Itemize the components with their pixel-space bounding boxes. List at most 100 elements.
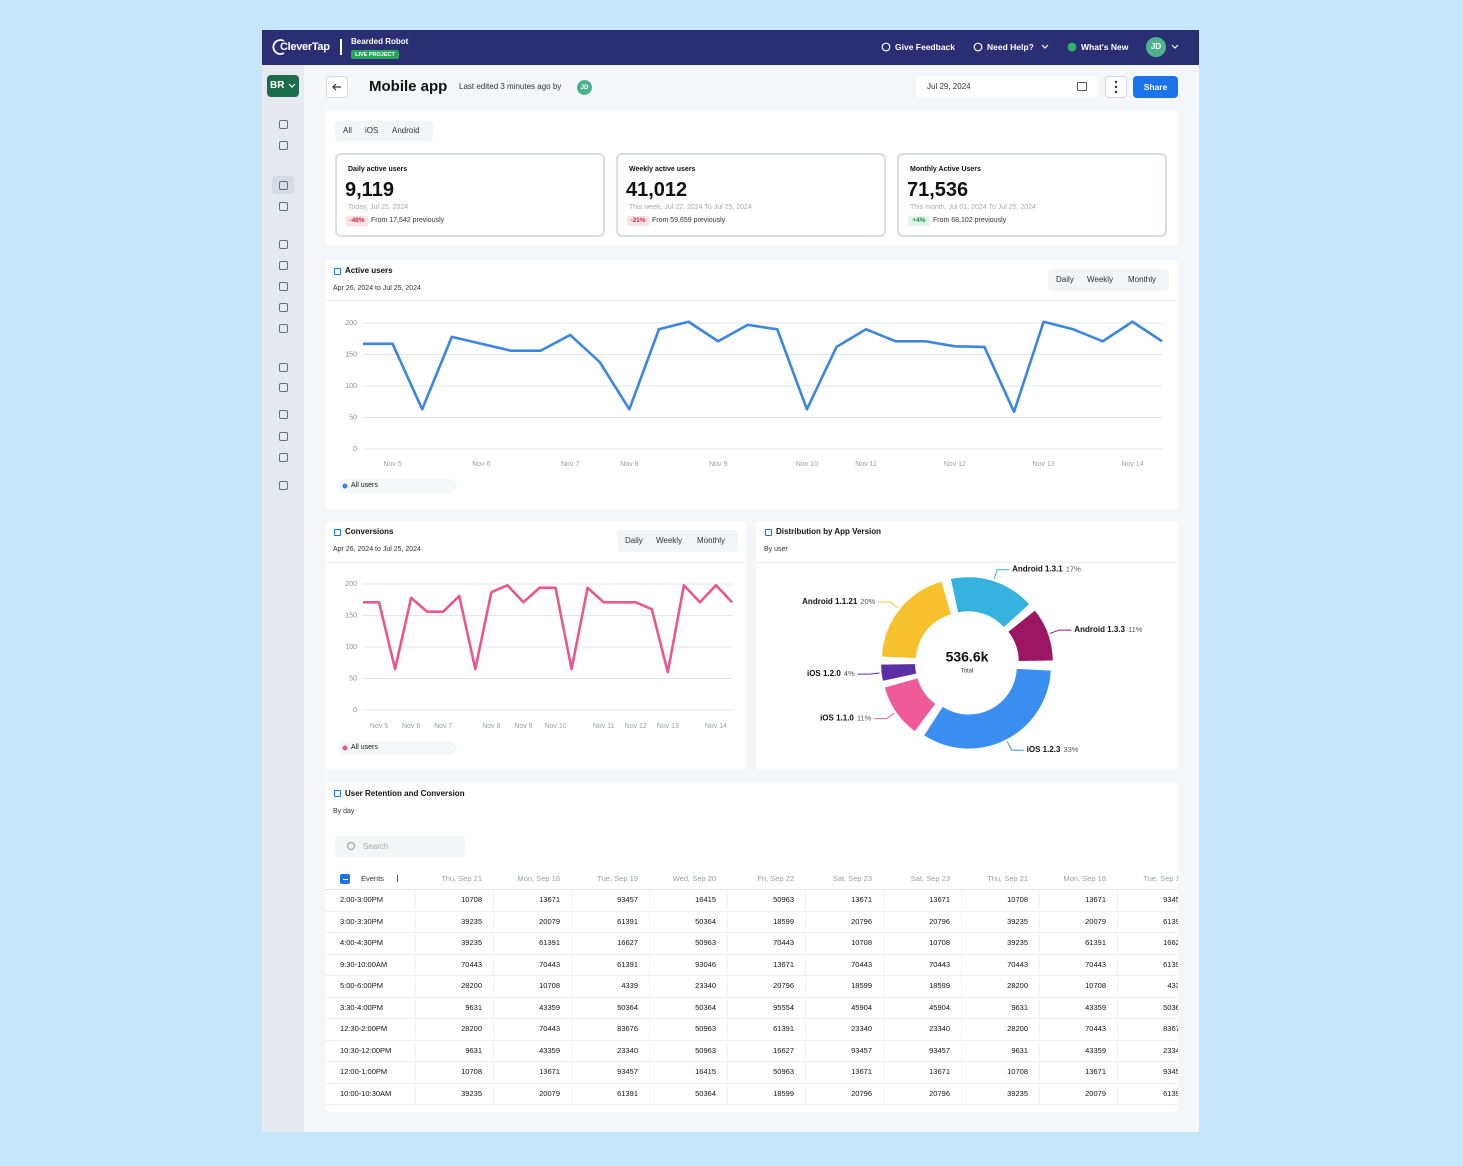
- cell-rule: [1039, 1084, 1040, 1104]
- nav-icon[interactable]: [279, 240, 288, 249]
- workspace-badge[interactable]: BR: [267, 75, 299, 97]
- nav-icon[interactable]: [279, 383, 288, 392]
- share-button[interactable]: Share: [1133, 76, 1178, 98]
- cell-rule: [883, 977, 884, 996]
- title-icon: [334, 529, 341, 536]
- period-option[interactable]: Monthly: [697, 536, 726, 545]
- chart-card: [756, 521, 1178, 770]
- period-option[interactable]: Weekly: [1087, 275, 1114, 284]
- cell-rule: [805, 977, 806, 996]
- period-option[interactable]: Weekly: [656, 536, 683, 545]
- divider: [325, 562, 746, 563]
- legend-label: All users: [351, 482, 378, 489]
- page-title: Mobile app: [369, 78, 448, 95]
- nav-icon[interactable]: [279, 181, 288, 190]
- cell-rule: [571, 977, 572, 996]
- table-title: User Retention and Conversion: [345, 789, 465, 798]
- back-button[interactable]: [326, 76, 348, 98]
- chart-subtitle: By user: [764, 546, 788, 553]
- workspace-initials: BR: [270, 80, 285, 91]
- period-option[interactable]: Daily: [1056, 275, 1074, 284]
- row-rule: [325, 953, 1178, 955]
- period-option[interactable]: Daily: [625, 536, 643, 545]
- table-cell: 50364: [695, 916, 716, 926]
- cell-rule: [571, 1020, 572, 1039]
- period-option[interactable]: Monthly: [1128, 275, 1157, 284]
- kpi-change: +4%: [908, 216, 930, 226]
- table-cell: 20079: [1085, 1088, 1106, 1098]
- nav-icon[interactable]: [279, 282, 288, 291]
- nav-icon[interactable]: [279, 453, 288, 462]
- nav-icon[interactable]: [279, 324, 288, 333]
- kpi-period: This month, Jul 01, 2024 To Jul 25, 2024: [910, 204, 1036, 211]
- row-label: 12:00-1:00PM: [340, 1067, 388, 1076]
- cell-rule: [1039, 934, 1040, 953]
- nav-icon[interactable]: [279, 120, 288, 129]
- cell-rule: [1039, 977, 1040, 996]
- cell-rule: [805, 891, 806, 910]
- table-cell: 23340: [617, 1045, 638, 1055]
- column-header: Events: [361, 874, 384, 883]
- date-text: Jul 29, 2024: [927, 82, 971, 91]
- column-header: Tue, Sep 19: [597, 874, 638, 883]
- nav-icon[interactable]: [279, 410, 288, 419]
- table-cell: 18599: [851, 981, 872, 990]
- nav-icon[interactable]: [279, 202, 288, 211]
- nav-icon[interactable]: [279, 261, 288, 270]
- nav-icon[interactable]: [279, 303, 288, 312]
- editor-initials: JD: [580, 84, 589, 91]
- platform-tab[interactable]: All: [343, 126, 352, 135]
- chart-title: Active users: [345, 266, 393, 275]
- table-cell: 20796: [929, 916, 950, 926]
- cell-rule: [1117, 934, 1118, 953]
- platform-tab[interactable]: iOS: [365, 126, 379, 135]
- cell-rule: [1039, 1063, 1040, 1082]
- header-link[interactable]: Give Feedback: [895, 42, 956, 52]
- nav-icon[interactable]: [279, 481, 288, 490]
- header-link[interactable]: What's New: [1081, 42, 1129, 52]
- row-rule: [325, 1082, 1178, 1084]
- cell-rule: [571, 934, 572, 953]
- cell-rule: [805, 1063, 806, 1082]
- cell-rule: [493, 1020, 494, 1039]
- table-cell: 39235: [1007, 938, 1028, 947]
- cell-rule: [1117, 1084, 1118, 1104]
- table-cell: 61391: [617, 916, 638, 926]
- table-cell: 50963: [695, 1024, 716, 1033]
- row-label: 2:00-3:00PM: [340, 895, 383, 904]
- cell-rule: [1039, 1041, 1040, 1061]
- cell-rule: [415, 1020, 416, 1039]
- cell-rule: [1117, 1063, 1118, 1082]
- cell-rule: [805, 912, 806, 932]
- table-cell: 45904: [851, 1002, 872, 1012]
- table-cell: 39235: [461, 916, 482, 926]
- legend: [338, 479, 456, 493]
- cell-rule: [883, 955, 884, 975]
- nav-icon[interactable]: [279, 432, 288, 441]
- cell-rule: [415, 998, 416, 1018]
- legend-label: All users: [351, 744, 378, 751]
- kpi-label: Monthly Active Users: [910, 166, 981, 173]
- table-cell: 70443: [1085, 959, 1106, 969]
- row-rule: [325, 910, 1178, 912]
- nav-icon[interactable]: [279, 141, 288, 150]
- cell-rule: [805, 1041, 806, 1061]
- platform-tab[interactable]: Android: [392, 126, 420, 135]
- cell-rule: [727, 1041, 728, 1061]
- table-cell: 70443: [461, 959, 482, 969]
- calendar-icon: [1077, 82, 1087, 91]
- search-box[interactable]: [335, 836, 465, 857]
- table-cell: 93457: [851, 1045, 872, 1055]
- cell-rule: [961, 1084, 962, 1104]
- header-link[interactable]: Need Help?: [987, 42, 1034, 52]
- more-button[interactable]: [1105, 76, 1127, 98]
- cell-rule: [571, 891, 572, 910]
- table-cell: 61391: [539, 938, 560, 947]
- avatar[interactable]: JD: [1146, 37, 1166, 57]
- date-picker[interactable]: [916, 76, 1098, 98]
- table-cell: 13671: [929, 895, 950, 904]
- cell-rule: [649, 912, 650, 932]
- table-cell: 9631: [1011, 1002, 1028, 1012]
- nav-icon[interactable]: [279, 363, 288, 372]
- kpi-compare: From 68,102 previously: [933, 217, 1007, 224]
